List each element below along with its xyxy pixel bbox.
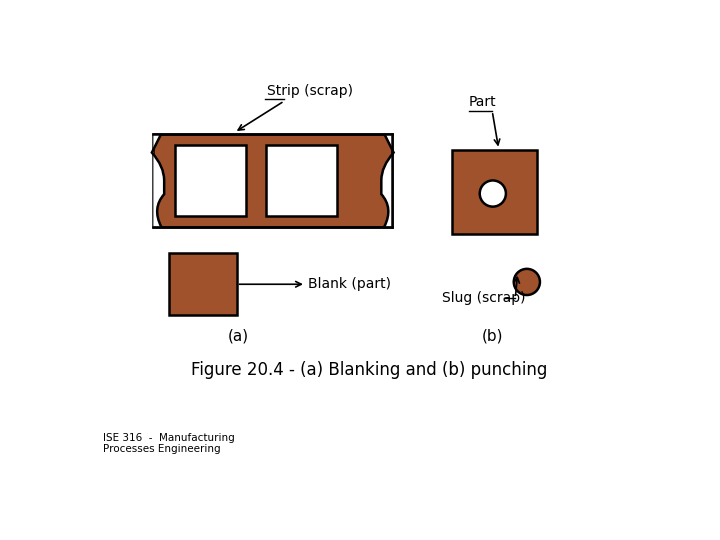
Text: ISE 316  -  Manufacturing
Processes Engineering: ISE 316 - Manufacturing Processes Engine… <box>104 433 235 455</box>
PathPatch shape <box>382 134 394 226</box>
Text: Blank (part): Blank (part) <box>308 277 391 291</box>
Text: Slug (scrap): Slug (scrap) <box>442 291 526 305</box>
Circle shape <box>514 269 540 295</box>
Text: (b): (b) <box>482 329 503 344</box>
PathPatch shape <box>152 134 164 226</box>
Bar <box>175 145 246 215</box>
Text: Figure 20.4 ‐ (a) Blanking and (b) punching: Figure 20.4 ‐ (a) Blanking and (b) punch… <box>191 361 547 379</box>
Bar <box>153 134 392 226</box>
Circle shape <box>480 180 506 207</box>
Bar <box>452 150 537 234</box>
Bar <box>266 145 337 215</box>
Text: (a): (a) <box>228 329 248 344</box>
Text: Strip (scrap): Strip (scrap) <box>266 84 353 98</box>
Text: Part: Part <box>469 96 497 110</box>
Bar <box>168 253 237 315</box>
